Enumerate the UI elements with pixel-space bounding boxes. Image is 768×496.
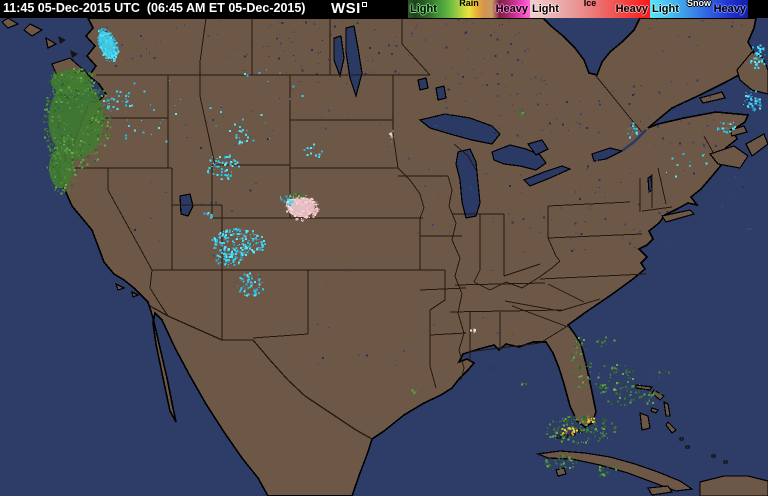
radar-pnw-rain-north	[46, 67, 95, 98]
radar-ns-snow	[717, 121, 737, 134]
radar-cuba-rain-central	[598, 465, 618, 477]
legend-light-rain: Light	[410, 3, 437, 15]
radar-pnw-inland-snow-specks	[124, 80, 181, 143]
legend-light-ice: Light	[532, 3, 559, 15]
legend-name-rain: Rain	[459, 0, 479, 8]
small-lakes-speckle	[104, 18, 754, 369]
wsi-logo-text: WSI	[331, 0, 361, 17]
radar-echoes	[41, 28, 766, 477]
radar-cascades-snow	[103, 90, 133, 112]
radar-nfld-snow-south	[742, 90, 762, 112]
radar-ne-panhandle-rain	[287, 192, 305, 200]
radar-nd-speck-rain	[390, 135, 394, 142]
radar-al-sleet-dots	[470, 328, 476, 333]
radar-ut-snow-speck	[203, 211, 214, 219]
radar-nfld-snow-north	[750, 44, 766, 69]
radar-fl-offshore-rain	[594, 364, 640, 407]
state-borders	[62, 18, 715, 440]
timestamp: 11:45 05-Dec-2015 UTC (06:45 AM ET 05-De…	[3, 1, 306, 15]
precip-legend: Rain Light Heavy Ice Light Heavy Snow Light Heav…	[408, 0, 748, 18]
radar-map	[0, 18, 768, 496]
radar-ga-offshore-rain	[596, 336, 616, 348]
radar-cuba-rain-west	[544, 454, 578, 471]
radar-qc-snow-specks	[627, 122, 639, 139]
radar-bahamas-rain	[638, 388, 662, 405]
legend-group-ice: Ice Light Heavy	[530, 0, 650, 18]
radar-on-rain-speck	[519, 108, 524, 116]
radar-keys-heavy-rain	[557, 426, 579, 436]
radar-ne-us-snow-specks	[666, 153, 708, 178]
radar-wy-snow-north	[235, 129, 255, 145]
legend-heavy-ice: Heavy	[615, 3, 648, 15]
radar-co-snow-south	[215, 251, 244, 268]
legend-group-snow: Snow Light Heavy	[650, 0, 748, 18]
degree-mark-icon	[361, 2, 367, 7]
radar-pnw-rain-south	[46, 143, 78, 195]
legend-heavy-snow: Heavy	[713, 3, 746, 15]
header-bar: 11:45 05-Dec-2015 UTC (06:45 AM ET 05-De…	[0, 0, 768, 18]
legend-heavy-rain: Heavy	[495, 3, 528, 15]
wsi-logo: WSI	[331, 0, 367, 17]
radar-bc-snow-band	[97, 28, 120, 63]
radar-keys-heavy-rain2	[586, 417, 596, 424]
radar-fl-east-rain	[570, 336, 593, 389]
legend-light-snow: Light	[652, 3, 679, 15]
radar-co-snow-main	[211, 228, 266, 258]
legend-name-ice: Ice	[583, 0, 597, 8]
radar-wy-snow-east	[303, 143, 324, 159]
legend-name-snow: Snow	[687, 0, 711, 8]
radar-wy-snow-west	[206, 154, 241, 181]
radar-ne-panhandle-ice	[285, 194, 320, 222]
radar-nm-snow	[236, 272, 264, 297]
legend-group-rain: Rain Light Heavy	[408, 0, 530, 18]
radar-gulf-rain-speck	[411, 387, 417, 395]
radar-gulf-rain-speck2	[520, 382, 528, 386]
radar-bahamas-rain-ne	[654, 369, 671, 378]
